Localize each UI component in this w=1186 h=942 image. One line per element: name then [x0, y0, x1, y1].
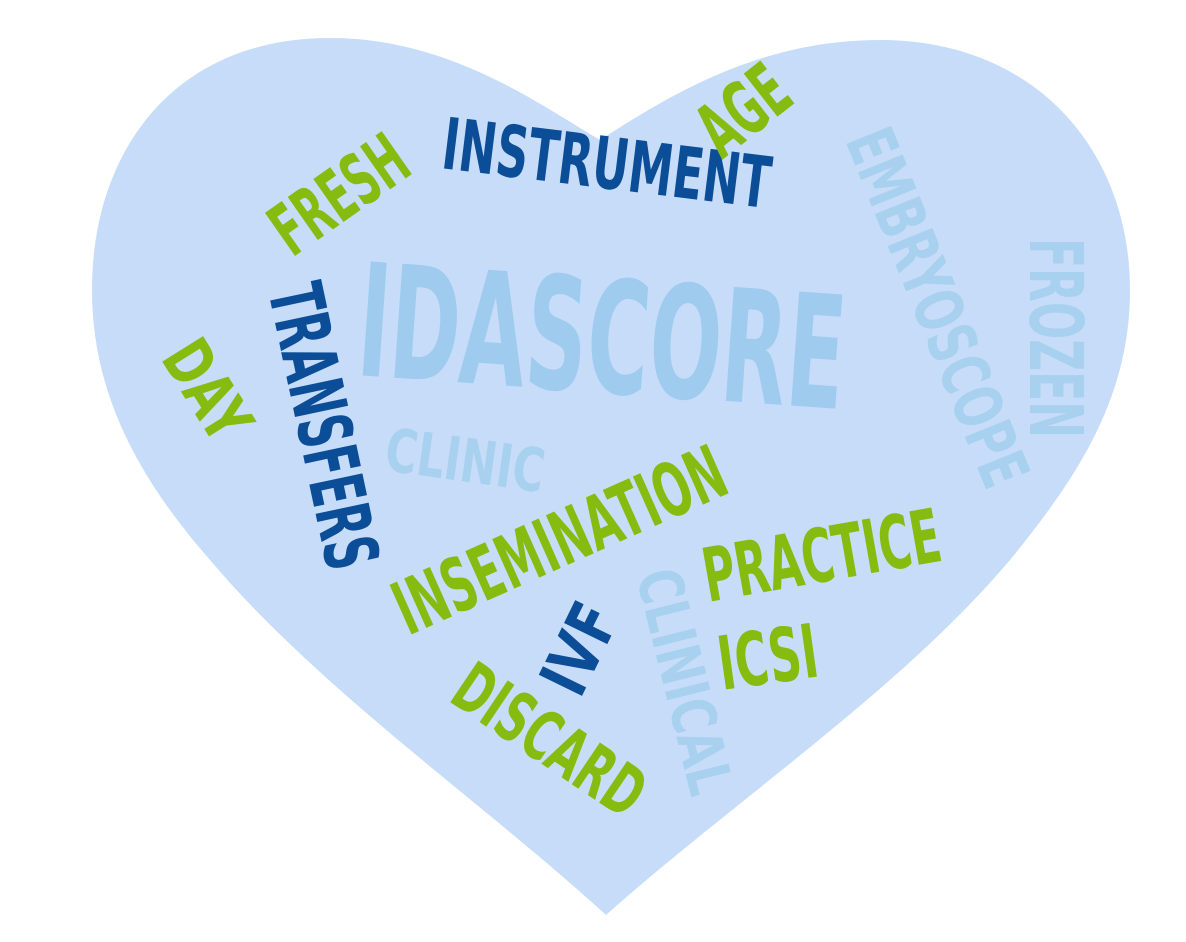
word-frozen: FROZEN — [1012, 238, 1099, 438]
word-idascore: IDASCORE — [352, 231, 851, 447]
word-icsi: ICSI — [712, 608, 823, 708]
heart-shape — [92, 38, 1130, 915]
